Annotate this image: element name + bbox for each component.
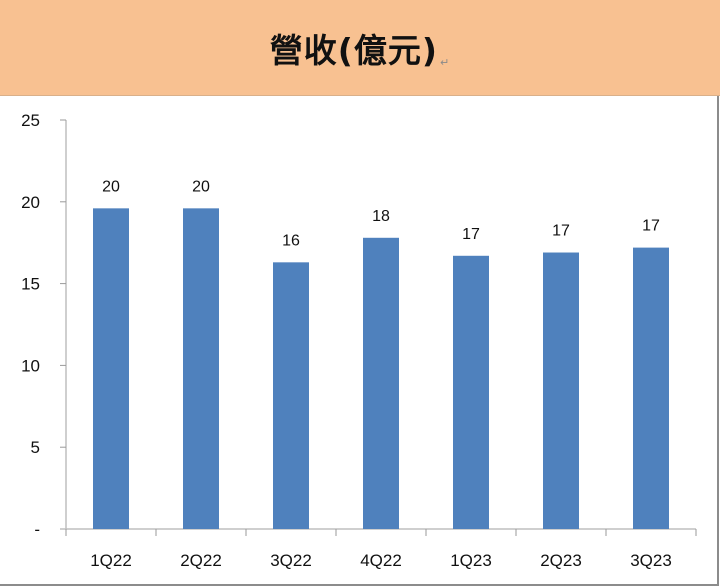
- chart-title: 營收(億元) ↵: [0, 24, 720, 72]
- bar-1q22: [93, 208, 129, 529]
- data-label-2q23: 17: [552, 223, 570, 240]
- y-tick-label: 20: [21, 193, 40, 212]
- bar-3q22: [273, 262, 309, 529]
- data-label-3q22: 16: [282, 232, 300, 249]
- data-label-1q22: 20: [102, 178, 120, 195]
- data-labels: 20 20 16 18 17 17 17: [102, 178, 660, 249]
- chart-title-text: 營收(億元): [269, 31, 438, 70]
- bar-4q22: [363, 237, 399, 530]
- y-tick-label: 10: [21, 356, 40, 375]
- bar-2q22: [183, 208, 219, 529]
- chart-frame: [0, 96, 719, 586]
- data-label-2q22: 20: [192, 178, 210, 195]
- y-axis: - 5 10 15 20 25: [21, 111, 67, 539]
- paragraph-return-mark-icon: ↵: [439, 56, 451, 69]
- bar-3q23: [633, 247, 669, 529]
- x-tick-label: 2Q22: [180, 551, 222, 570]
- bar-series: [93, 208, 669, 530]
- data-label-4q22: 18: [372, 208, 390, 225]
- y-tick-label: 5: [31, 438, 40, 457]
- x-tick-label: 3Q22: [270, 551, 312, 570]
- x-tick-label: 1Q22: [90, 551, 132, 570]
- y-tick-label: 15: [21, 275, 40, 294]
- data-label-1q23: 17: [462, 226, 480, 243]
- x-axis: 1Q22 2Q22 3Q22 4Q22 1Q23 2Q23 3Q23: [60, 528, 697, 570]
- data-label-3q23: 17: [642, 218, 660, 235]
- bar-2q23: [543, 252, 579, 530]
- x-tick-label: 2Q23: [540, 551, 582, 570]
- bar-1q23: [453, 255, 489, 529]
- y-tick-label: 25: [21, 111, 40, 130]
- title-band: 營收(億元) ↵: [0, 0, 720, 96]
- x-tick-label: 4Q22: [360, 551, 402, 570]
- y-tick-label: -: [34, 520, 40, 539]
- x-tick-label: 3Q23: [630, 551, 672, 570]
- x-tick-label: 1Q23: [450, 551, 492, 570]
